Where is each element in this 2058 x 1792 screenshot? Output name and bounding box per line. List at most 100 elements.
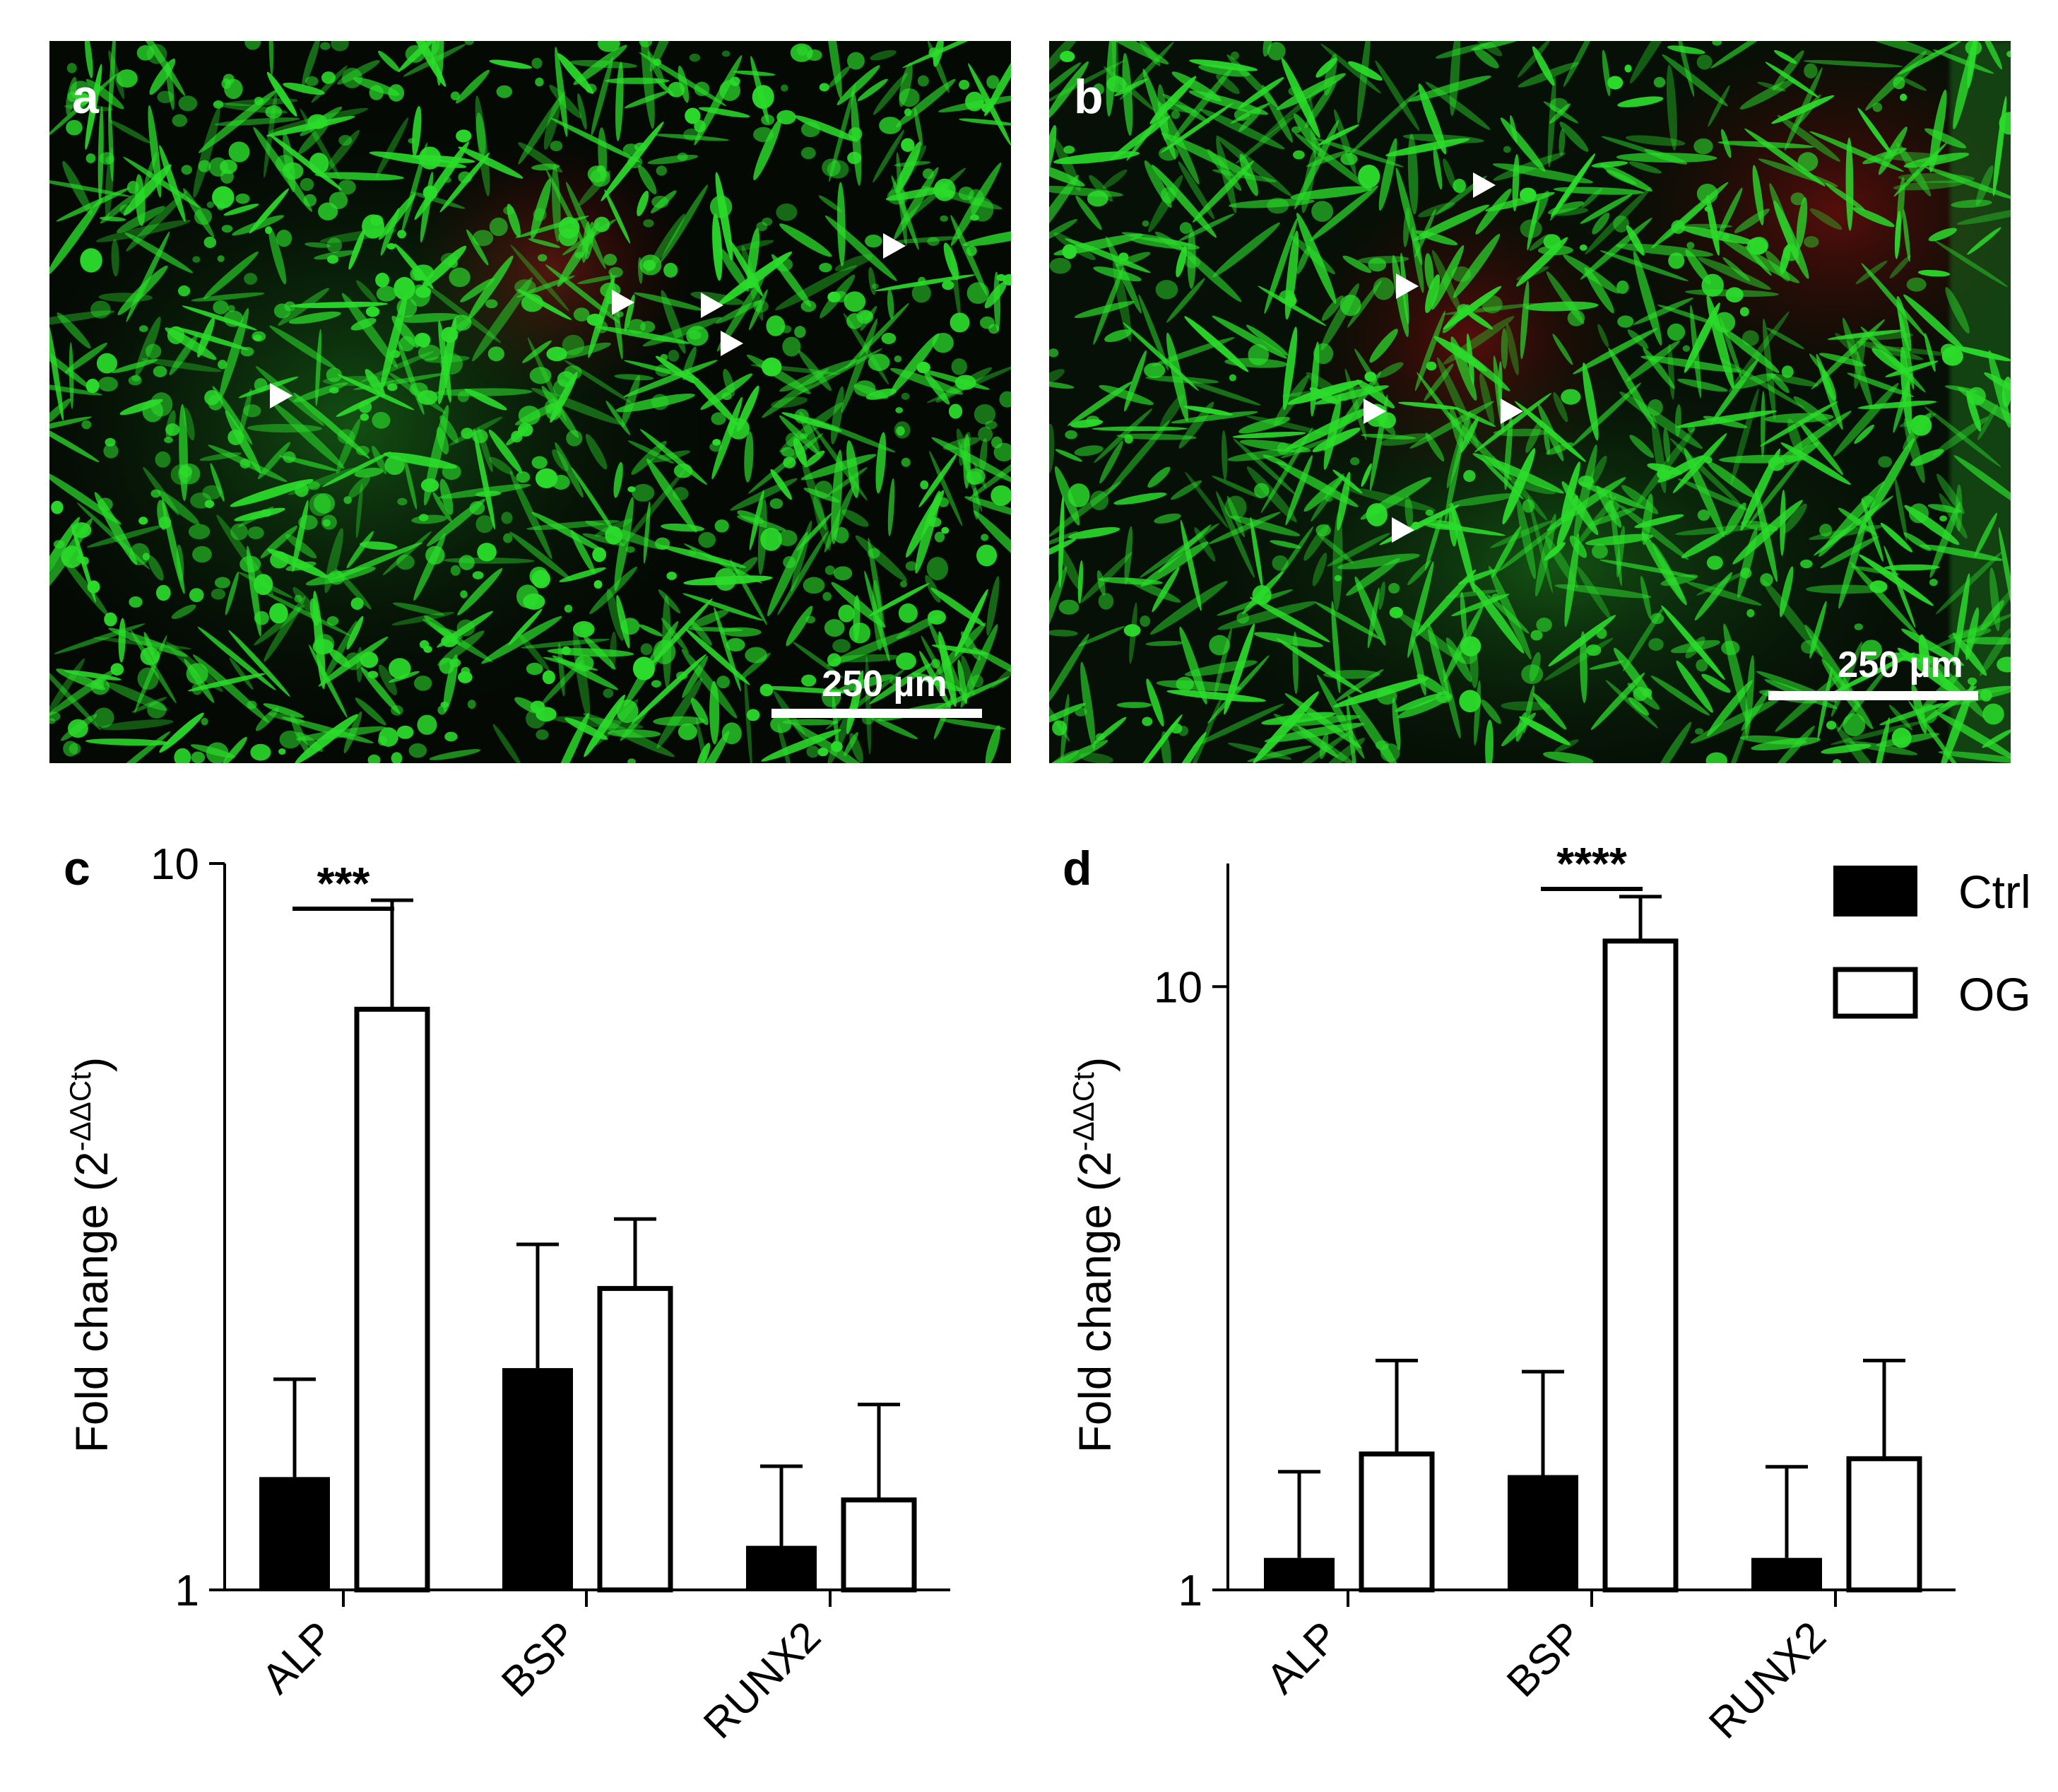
cell-process <box>229 657 254 690</box>
cell-body <box>1585 644 1602 656</box>
cell-process <box>1965 607 1980 661</box>
cell-body <box>1049 348 1059 358</box>
cell-body <box>85 378 100 394</box>
cell-body <box>1144 362 1166 379</box>
cell-process <box>1779 566 1794 618</box>
cell-process <box>887 478 895 536</box>
cell-body <box>442 464 461 481</box>
cell-body <box>585 83 597 93</box>
cell-process <box>1520 281 1530 360</box>
cell-body <box>97 377 118 392</box>
cell-body <box>1267 42 1286 61</box>
cell-body <box>172 114 188 127</box>
cell-body <box>345 652 362 671</box>
cell-process <box>649 41 679 72</box>
cell-body <box>927 610 946 625</box>
cell-process <box>1766 250 1790 282</box>
cell-body <box>1093 83 1104 95</box>
cell-body <box>1819 524 1833 537</box>
cell-body <box>625 546 635 553</box>
cell-body <box>375 272 390 288</box>
cell-body <box>87 580 100 594</box>
cell-body <box>437 705 447 715</box>
cell-body <box>1491 594 1500 601</box>
cell-body <box>1617 315 1634 328</box>
cell-process <box>1616 243 1714 257</box>
cell-body <box>217 255 225 262</box>
cell-process <box>1385 138 1470 157</box>
cell-process <box>1676 410 1778 428</box>
cell-process <box>1260 81 1330 141</box>
cell-process <box>1725 502 1746 536</box>
cell-process <box>508 608 543 646</box>
cell-process <box>247 423 322 433</box>
cell-body <box>202 485 222 500</box>
cell-body <box>673 463 693 478</box>
cell-process <box>894 167 939 240</box>
cell-process <box>1981 600 2004 630</box>
cell-process <box>1585 187 1652 255</box>
cell-body <box>655 364 671 377</box>
cell-body <box>868 353 890 371</box>
cell-body <box>320 42 331 50</box>
cell-process <box>1412 204 1489 242</box>
cell-process <box>1517 41 1551 78</box>
cell-body <box>1095 733 1106 741</box>
cell-process <box>1780 442 1851 485</box>
cell-process <box>1945 287 1970 334</box>
cell-process <box>716 276 764 352</box>
cell-body <box>1451 266 1472 282</box>
cell-process <box>1697 257 1771 290</box>
cell-body <box>846 313 863 329</box>
cell-process <box>1951 199 1992 208</box>
cell-process <box>919 651 951 709</box>
cell-body <box>1607 76 1624 90</box>
cell-body <box>326 615 339 626</box>
cell-process <box>1716 187 1743 240</box>
cell-body <box>398 336 415 352</box>
cell-process <box>1939 493 1968 539</box>
cell-process <box>1706 294 1734 389</box>
cell-process <box>1239 440 1311 453</box>
cell-body <box>887 189 909 205</box>
cell-body <box>457 391 469 403</box>
cell-process <box>1532 692 1567 730</box>
cell-process <box>924 372 950 405</box>
cell-process <box>1903 209 1910 262</box>
cell-process <box>1501 328 1508 370</box>
cell-body <box>137 667 159 690</box>
cell-process <box>1770 373 1790 394</box>
cell-body <box>1843 713 1866 737</box>
cell-process <box>1443 158 1457 190</box>
cell-body <box>1293 150 1305 160</box>
cell-process <box>1898 41 1962 75</box>
cell-process <box>1049 630 1078 637</box>
cell-process <box>1395 167 1423 266</box>
cell-body <box>365 306 380 317</box>
cell-body <box>417 334 430 348</box>
cell-process <box>968 444 1011 500</box>
cell-body <box>904 108 912 117</box>
cell-process <box>1433 145 1443 190</box>
cell-body <box>981 103 992 113</box>
cell-process <box>836 674 894 692</box>
cell-process <box>845 302 909 369</box>
cell-process <box>1502 448 1536 525</box>
cell-body <box>608 266 623 278</box>
cell-body <box>270 551 289 569</box>
cell-body <box>990 485 1011 506</box>
cell-body <box>1457 304 1470 316</box>
cell-process <box>887 289 894 320</box>
cell-process <box>1171 480 1202 500</box>
panel-label-c: c <box>64 842 90 895</box>
cell-body <box>240 346 254 357</box>
cell-body <box>1521 664 1544 685</box>
cell-body <box>911 283 931 303</box>
cell-process <box>159 145 186 222</box>
cell-body <box>1062 244 1077 259</box>
cell-process <box>631 440 667 475</box>
cell-process <box>1425 432 1445 462</box>
cell-process <box>174 326 249 350</box>
cell-process <box>1151 164 1217 238</box>
cell-body <box>94 679 105 689</box>
